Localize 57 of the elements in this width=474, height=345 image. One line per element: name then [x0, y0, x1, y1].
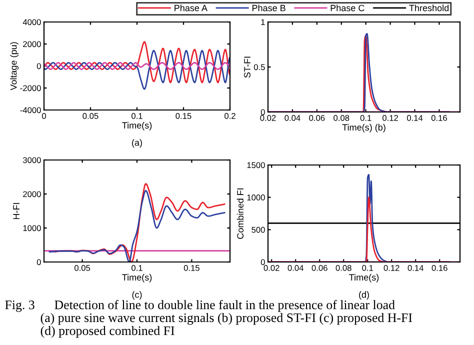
y-tick-label: 0: [36, 63, 41, 70]
y-tick-label: 1500: [247, 162, 265, 168]
x-tick-label: 0.02: [260, 115, 276, 121]
y-tick-label: 3000: [23, 157, 41, 164]
x-tick-label: 0.05: [82, 113, 98, 119]
x-tick-label: 0.08: [334, 115, 350, 121]
y-tick-label: 0.5: [254, 64, 265, 70]
y-tick-label: 1000: [247, 194, 265, 200]
x-tick-label: 0.04: [288, 265, 304, 271]
x-tick-label: 0.05: [74, 265, 90, 271]
y-axis-title: Combined FI: [236, 188, 244, 239]
y-axis-title: H-FI: [13, 203, 20, 220]
x-tick-label: 0.14: [406, 115, 423, 121]
x-tick-label: 0.2: [224, 113, 236, 119]
y-tick-label: 1: [261, 19, 265, 26]
x-tick-label: 0.06: [312, 265, 328, 271]
y-tick-label: 2000: [23, 41, 41, 48]
text: (a): [132, 139, 142, 148]
x-tick-label: 0.12: [382, 115, 398, 121]
x-axis-title: Time(s): [122, 274, 152, 282]
y-tick-label: 4000: [22, 19, 41, 26]
y-tick-label: -2000: [20, 85, 41, 92]
x-tick-label: 0.16: [431, 115, 447, 121]
x-axis-title: Time(s): [122, 122, 152, 130]
x-tick-label: 0.15: [184, 265, 200, 271]
caption: Fig. 3 Detection of line to double line fault in the presence of linear load: [5, 300, 395, 312]
x-tick-label: 0.1: [132, 113, 142, 119]
y-tick-label: -4000: [20, 107, 41, 114]
x-tick-label: 0.1: [360, 115, 372, 121]
legend-label: Phase C: [330, 4, 364, 12]
x-tick-label: 0.04: [284, 115, 300, 121]
y-axis-title: Voltage (pu): [10, 42, 19, 90]
text: (d) proposed combined FI: [40, 326, 174, 338]
legend-label: Threshold: [409, 4, 449, 12]
text: (a) pure sine wave current signals (b) proposed ST-FI (c) proposed H-FI: [40, 313, 412, 325]
x-tick-label: 0.08: [336, 265, 352, 271]
x-tick-label: 0.06: [309, 115, 325, 121]
x-axis-title: Time(s) (b): [342, 124, 386, 132]
y-tick-label: 2000: [23, 191, 41, 198]
x-tick-label: 0.15: [176, 113, 192, 119]
x-tick-label: 0.12: [384, 265, 400, 271]
x-tick-label: 0.14: [408, 265, 424, 271]
y-tick-label: 0: [36, 259, 41, 266]
text: (d): [359, 291, 369, 300]
y-tick-label: 0: [260, 259, 265, 266]
x-axis-title: Time(s): [349, 274, 379, 282]
x-tick-label: 0.1: [362, 265, 373, 271]
legend-label: Phase A: [174, 4, 208, 12]
x-tick-label: 0.02: [264, 265, 280, 271]
legend-label: Phase B: [252, 4, 286, 12]
x-tick-label: 0.1: [132, 265, 142, 271]
x-tick-label: 0: [42, 113, 46, 119]
y-tick-label: 1000: [23, 225, 41, 232]
x-tick-label: 0.16: [432, 265, 448, 271]
text: (c): [132, 291, 142, 300]
y-tick-label: 500: [252, 226, 265, 233]
y-axis-title: ST-FI: [244, 56, 250, 78]
